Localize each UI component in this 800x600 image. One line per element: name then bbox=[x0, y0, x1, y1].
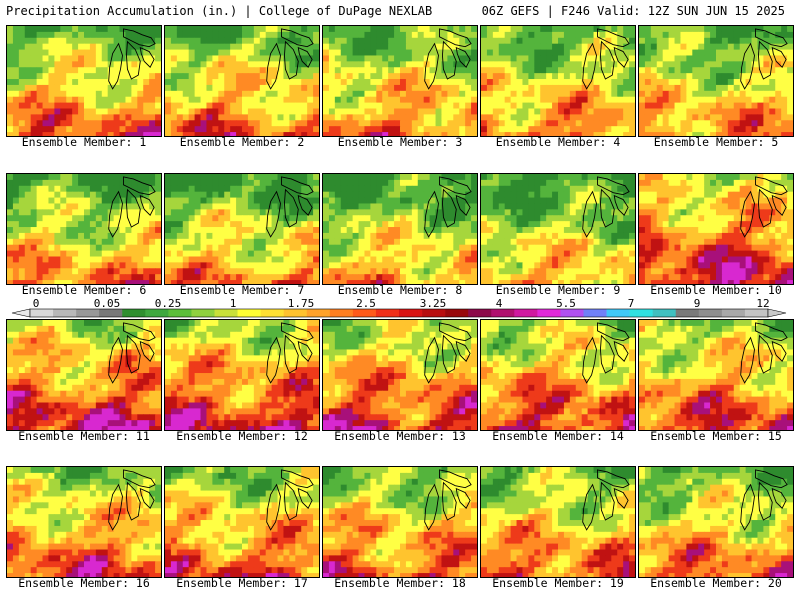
colorbar-swatch bbox=[168, 309, 192, 317]
colorbar-swatch bbox=[721, 309, 746, 317]
colorbar-swatch bbox=[445, 309, 469, 317]
ensemble-member-label: Ensemble Member: 1 bbox=[21, 135, 147, 149]
ensemble-member-label: Ensemble Member: 12 bbox=[176, 429, 308, 443]
colorbar-swatch bbox=[744, 309, 769, 317]
ensemble-member-map bbox=[480, 25, 636, 137]
ensemble-member-label: Ensemble Member: 7 bbox=[179, 283, 305, 297]
colorbar-tick-label: 2.5 bbox=[356, 298, 376, 310]
colorbar-swatch bbox=[214, 309, 238, 317]
ensemble-member-map bbox=[638, 173, 794, 285]
colorbar-tick-label: 7 bbox=[628, 298, 635, 310]
ensemble-member-map bbox=[6, 466, 162, 578]
ensemble-member-map bbox=[164, 173, 320, 285]
colorbar-swatch bbox=[99, 309, 123, 317]
colorbar-swatch bbox=[491, 309, 515, 317]
colorbar-swatch bbox=[122, 309, 146, 317]
ensemble-member-map bbox=[480, 319, 636, 431]
ensemble-member-map bbox=[322, 319, 478, 431]
colorbar-swatch bbox=[652, 309, 677, 317]
colorbar-swatch bbox=[606, 309, 630, 317]
ensemble-member-map bbox=[480, 466, 636, 578]
ensemble-member-map bbox=[164, 319, 320, 431]
ensemble-member-label: Ensemble Member: 2 bbox=[179, 135, 305, 149]
chart-title: Precipitation Accumulation (in.) | Colle… bbox=[6, 4, 433, 18]
colorbar-swatch bbox=[30, 309, 54, 317]
ensemble-member-label: Ensemble Member: 13 bbox=[334, 429, 466, 443]
color-legend: 0 0.05 0.25 1 1.75 2.5 3.25 4 5.5 7 9 12 bbox=[11, 298, 787, 318]
ensemble-member-map bbox=[638, 25, 794, 137]
ensemble-member-map bbox=[6, 173, 162, 285]
colorbar-swatch bbox=[237, 309, 261, 317]
run-valid-time: 06Z GEFS | F246 Valid: 12Z SUN JUN 15 20… bbox=[481, 4, 785, 18]
ensemble-member-label: Ensemble Member: 3 bbox=[337, 135, 463, 149]
colorbar-swatch bbox=[76, 309, 100, 317]
colorbar-swatch bbox=[306, 309, 331, 317]
colorbar-swatch bbox=[329, 309, 354, 317]
colorbar-swatch bbox=[422, 309, 446, 317]
colorbar-swatch bbox=[53, 309, 77, 317]
ensemble-member-label: Ensemble Member: 4 bbox=[495, 135, 621, 149]
colorbar-swatch bbox=[629, 309, 653, 317]
ensemble-member-label: Ensemble Member: 14 bbox=[492, 429, 624, 443]
colorbar-tick-label: 0.25 bbox=[155, 298, 182, 310]
ensemble-member-label: Ensemble Member: 20 bbox=[650, 576, 782, 590]
colorbar-swatch bbox=[560, 309, 584, 317]
colorbar-swatch bbox=[514, 309, 538, 317]
colorbar-tick-label: 3.25 bbox=[420, 298, 447, 310]
ensemble-member-map bbox=[322, 25, 478, 137]
colorbar-swatch bbox=[191, 309, 215, 317]
ensemble-member-label: Ensemble Member: 15 bbox=[650, 429, 782, 443]
ensemble-member-map bbox=[480, 173, 636, 285]
ensemble-member-label: Ensemble Member: 16 bbox=[18, 576, 150, 590]
colorbar-swatch bbox=[352, 309, 377, 317]
colorbar-swatch bbox=[260, 309, 284, 317]
ensemble-member-map bbox=[6, 319, 162, 431]
colorbar-swatch bbox=[283, 309, 308, 317]
colorbar-tick-label: 0.05 bbox=[94, 298, 121, 310]
ensemble-member-label: Ensemble Member: 5 bbox=[653, 135, 779, 149]
colorbar-tick-label: 0 bbox=[33, 298, 40, 310]
colorbar-tick-label: 9 bbox=[694, 298, 701, 310]
ensemble-member-label: Ensemble Member: 8 bbox=[337, 283, 463, 297]
ensemble-member-map bbox=[322, 173, 478, 285]
ensemble-member-label: Ensemble Member: 10 bbox=[650, 283, 782, 297]
ensemble-member-map bbox=[164, 25, 320, 137]
colorbar-swatch bbox=[537, 309, 561, 317]
ensemble-member-label: Ensemble Member: 6 bbox=[21, 283, 147, 297]
colorbar-tick-label: 5.5 bbox=[556, 298, 576, 310]
ensemble-member-map bbox=[164, 466, 320, 578]
ensemble-member-map bbox=[638, 319, 794, 431]
ensemble-member-label: Ensemble Member: 17 bbox=[176, 576, 308, 590]
ensemble-member-label: Ensemble Member: 9 bbox=[495, 283, 621, 297]
colorbar-tick-label: 12 bbox=[756, 298, 769, 310]
ensemble-member-label: Ensemble Member: 18 bbox=[334, 576, 466, 590]
ensemble-member-label: Ensemble Member: 11 bbox=[18, 429, 150, 443]
colorbar-swatch bbox=[145, 309, 169, 317]
colorbar-swatch bbox=[399, 309, 423, 317]
colorbar-swatch bbox=[468, 309, 492, 317]
colorbar-tick-label: 1 bbox=[230, 298, 237, 310]
colorbar-swatch bbox=[675, 309, 700, 317]
ensemble-member-map bbox=[322, 466, 478, 578]
colorbar-swatch bbox=[583, 309, 607, 317]
ensemble-member-map bbox=[638, 466, 794, 578]
colorbar-swatch bbox=[698, 309, 723, 317]
colorbar-swatch bbox=[375, 309, 400, 317]
colorbar-tick-label: 4 bbox=[496, 298, 503, 310]
ensemble-member-map bbox=[6, 25, 162, 137]
ensemble-member-label: Ensemble Member: 19 bbox=[492, 576, 624, 590]
colorbar-tick-label: 1.75 bbox=[288, 298, 315, 310]
